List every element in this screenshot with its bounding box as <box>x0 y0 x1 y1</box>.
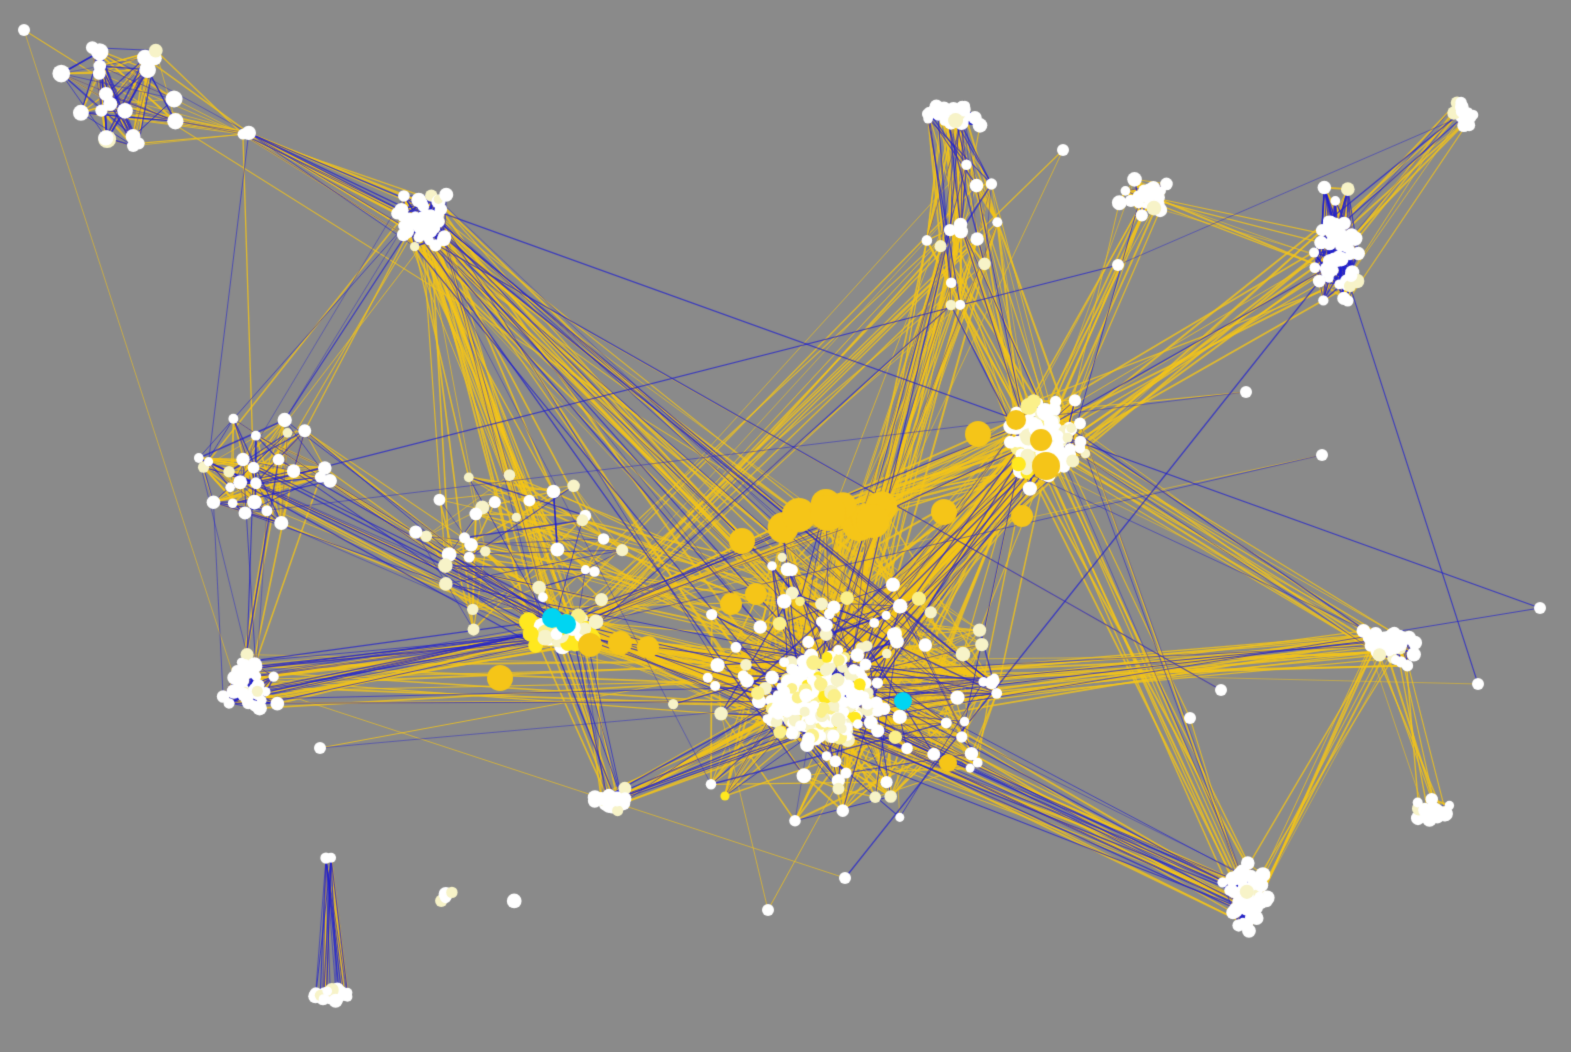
network-graph-canvas[interactable] <box>0 0 1571 1052</box>
graph-visualization-root[interactable] <box>0 0 1571 1052</box>
